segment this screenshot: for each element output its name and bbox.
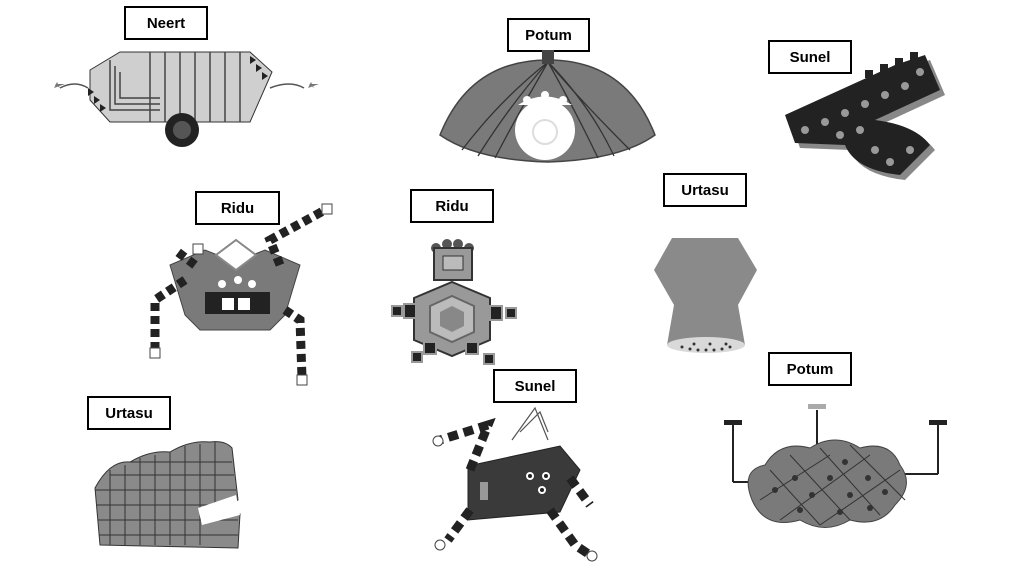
- label-potum-bottom: Potum: [768, 352, 852, 386]
- urtasu-vase-creature: [654, 238, 757, 353]
- label-urtasu-left: Urtasu: [87, 396, 171, 430]
- ridu-hex-creature: [391, 239, 517, 365]
- label-neert: Neert: [124, 6, 208, 40]
- label-sunel-top: Sunel: [768, 40, 852, 74]
- label-urtasu-right: Urtasu: [663, 173, 747, 207]
- label-ridu-left: Ridu: [195, 191, 280, 225]
- urtasu-claw-creature: [94, 441, 241, 549]
- potum-cloud-creature: [724, 404, 947, 528]
- ridu-spider-creature: [149, 203, 333, 386]
- potum-dome-creature: [439, 50, 656, 163]
- label-ridu-center: Ridu: [410, 189, 494, 223]
- sunel-hook-creature: [785, 52, 945, 180]
- label-sunel-bottom: Sunel: [493, 369, 577, 403]
- neert-creature: [54, 51, 319, 147]
- sunel-walker-creature: [432, 406, 598, 562]
